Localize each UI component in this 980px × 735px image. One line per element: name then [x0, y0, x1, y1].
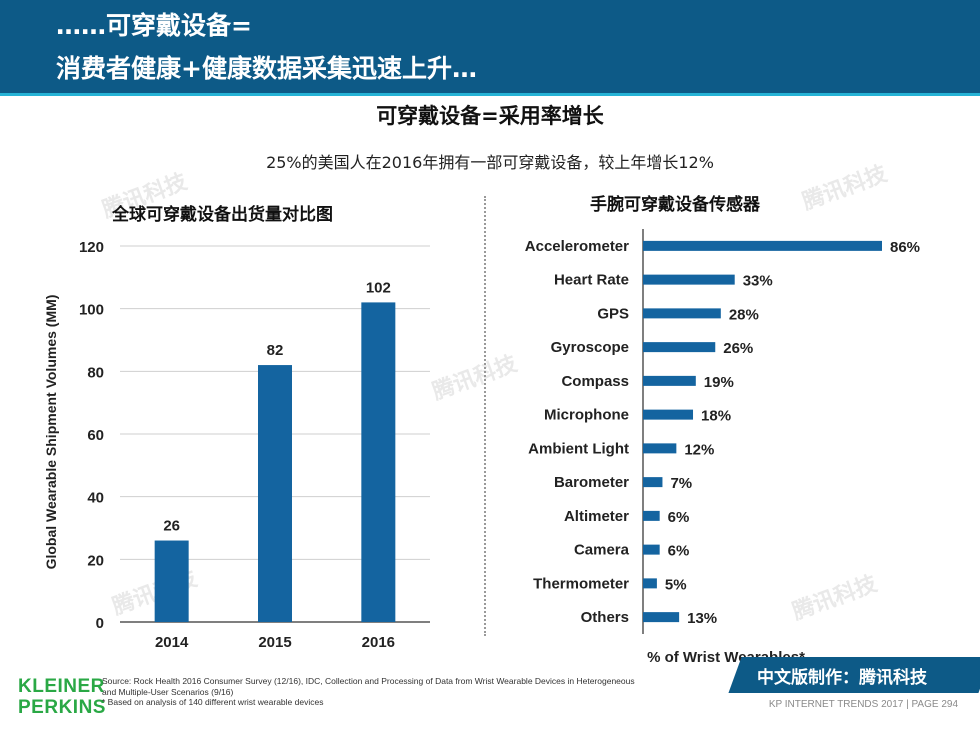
data-label: 19% [704, 374, 734, 391]
bar [643, 342, 716, 353]
category-label: Gyroscope [551, 339, 629, 356]
bar [643, 274, 735, 285]
bar [643, 443, 677, 454]
right-chart-title: 手腕可穿戴设备传感器 [590, 195, 760, 215]
data-label: 26 [163, 518, 180, 535]
y-axis-label: Global Wearable Shipment Volumes (MM) [43, 295, 59, 570]
sensor-bar-chart: Accelerometer 86% Heart Rate 33% GPS 28% Gyros… [525, 229, 920, 666]
data-label: 102 [366, 279, 391, 296]
data-label: 86% [890, 239, 920, 256]
x-tick-label: 2015 [258, 634, 291, 651]
data-label: 6% [668, 509, 690, 526]
y-tick-label: 0 [96, 615, 104, 632]
source-note: Source: Rock Health 2016 Consumer Survey… [102, 676, 712, 708]
y-tick-label: 20 [87, 552, 104, 569]
bar [643, 375, 696, 386]
data-label: 28% [729, 306, 759, 323]
header-bar: ……可穿戴设备= 消费者健康+健康数据采集迅速上升… [0, 0, 980, 93]
data-label: 13% [687, 610, 717, 627]
category-label: Barometer [554, 474, 629, 491]
logo-line-2: PERKINS [18, 697, 106, 718]
logo-line-1: KLEINER [18, 676, 105, 697]
source-line-2: and Multiple-User Scenarios (9/16) [102, 686, 234, 697]
category-label: Thermometer [533, 575, 629, 592]
category-label: Microphone [544, 407, 629, 424]
y-tick-label: 100 [79, 302, 104, 319]
source-line-1: Source: Rock Health 2016 Consumer Survey… [102, 676, 635, 686]
category-label: Accelerometer [525, 238, 629, 255]
category-label: Camera [574, 542, 630, 559]
category-label: Compass [561, 373, 629, 390]
bar [643, 477, 663, 488]
header-line-1: ……可穿戴设备= [56, 11, 252, 40]
header-accent-stripe [0, 93, 980, 96]
page-title: 可穿戴设备=采用率增长 [376, 104, 604, 128]
data-label: 18% [701, 408, 731, 425]
category-label: Heart Rate [554, 272, 629, 289]
translation-badge-text: 中文版制作：腾讯科技 [757, 668, 927, 688]
category-label: Altimeter [564, 508, 629, 525]
data-label: 33% [743, 273, 773, 290]
data-label: 5% [665, 576, 687, 593]
category-label: Others [581, 609, 629, 626]
source-line-3: * Based on analysis of 140 different wri… [102, 697, 324, 707]
data-label: 6% [668, 543, 690, 560]
chart-divider [484, 196, 486, 636]
bar [154, 540, 189, 622]
bar [643, 510, 660, 521]
category-label: Ambient Light [528, 440, 629, 457]
x-tick-label: 2016 [362, 634, 395, 651]
data-label: 12% [684, 441, 714, 458]
page-footer: KP INTERNET TRENDS 2017 | PAGE 294 [768, 699, 958, 710]
shipment-bar-chart: 0 20 40 60 80 100 120 26 2014 82 2015 102 2016 Global… [43, 239, 430, 651]
bar [258, 365, 292, 622]
bar [643, 612, 680, 623]
data-label: 7% [670, 475, 692, 492]
y-tick-label: 60 [87, 427, 104, 444]
y-tick-label: 40 [87, 490, 104, 507]
y-tick-label: 80 [87, 364, 104, 381]
left-chart-title: 全球可穿戴设备出货量对比图 [112, 205, 333, 225]
bar [643, 409, 694, 420]
bar [643, 308, 721, 319]
category-label: GPS [597, 305, 629, 322]
kleiner-perkins-logo: KLEINER PERKINS [18, 676, 106, 718]
data-label: 82 [267, 342, 284, 359]
bar [361, 302, 396, 622]
bar [643, 578, 657, 589]
bar [643, 544, 660, 555]
header-line-2: 消费者健康+健康数据采集迅速上升… [56, 54, 477, 83]
bar [643, 240, 882, 251]
data-label: 26% [723, 340, 753, 357]
page-subtitle: 25%的美国人在2016年拥有一部可穿戴设备，较上年增长12% [266, 153, 714, 172]
x-tick-label: 2014 [155, 634, 189, 651]
y-tick-label: 120 [79, 239, 104, 256]
